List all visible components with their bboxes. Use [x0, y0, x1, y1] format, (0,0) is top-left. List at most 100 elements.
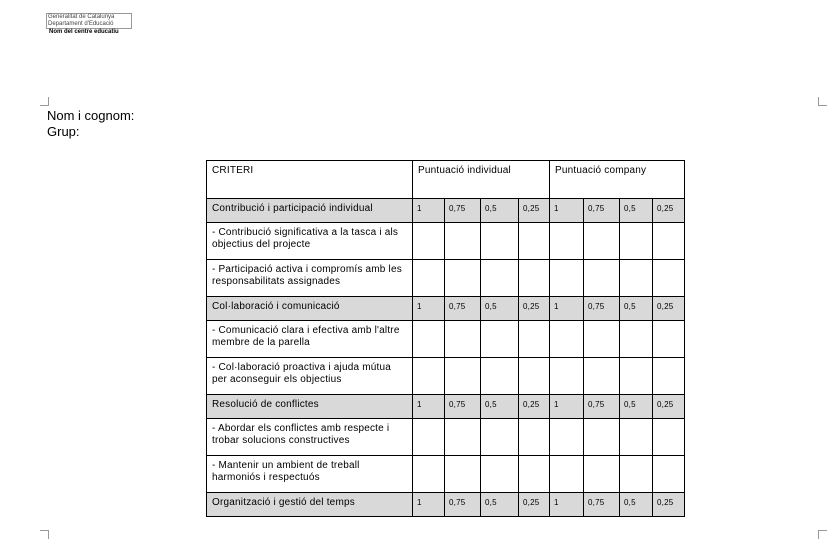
- name-label: Nom i cognom:: [47, 108, 135, 123]
- score-cell[interactable]: [583, 357, 621, 395]
- score-label: 1: [412, 198, 445, 223]
- score-cell[interactable]: [549, 222, 585, 260]
- score-label: 1: [549, 492, 585, 517]
- subcriterion-text: - Participació activa i compromís amb le…: [206, 259, 413, 297]
- score-cell[interactable]: [480, 320, 519, 358]
- score-label: 0,5: [619, 492, 654, 517]
- score-cell[interactable]: [652, 222, 686, 260]
- score-label: 0,25: [517, 492, 551, 517]
- score-cell[interactable]: [412, 320, 445, 358]
- score-label: 0,75: [583, 296, 621, 321]
- score-cell[interactable]: [517, 455, 551, 493]
- score-label: 0,75: [583, 492, 621, 517]
- score-cell[interactable]: [444, 418, 481, 456]
- score-cell[interactable]: [444, 222, 481, 260]
- criterion-row: Contribució i participació individual 1 0,…: [206, 198, 686, 223]
- logo-line: Departament d'Educació: [48, 21, 114, 27]
- subcriterion-row: - Contribució significativa a la tasca i…: [206, 222, 686, 260]
- logo-line: Generalitat de Catalunya: [48, 14, 115, 20]
- score-cell[interactable]: [583, 418, 621, 456]
- score-cell[interactable]: [652, 357, 686, 395]
- score-cell[interactable]: [517, 357, 551, 395]
- score-label: 0,75: [444, 492, 481, 517]
- score-cell[interactable]: [444, 357, 481, 395]
- score-cell[interactable]: [549, 418, 585, 456]
- score-cell[interactable]: [652, 259, 686, 297]
- criterion-row: Organització i gestió del temps 1 0,75 0,5 0…: [206, 492, 686, 517]
- score-label: 1: [549, 296, 585, 321]
- score-cell[interactable]: [480, 259, 519, 297]
- criterion-row: Resolució de conflictes 1 0,75 0,5 0,25 1 0,75…: [206, 394, 686, 419]
- score-cell[interactable]: [517, 222, 551, 260]
- score-cell[interactable]: [480, 418, 519, 456]
- score-cell[interactable]: [444, 455, 481, 493]
- criterion-title: Col·laboració i comunicació: [206, 296, 413, 321]
- score-label: 0,25: [517, 394, 551, 419]
- subcriterion-text: - Mantenir un ambient de treball harmoni…: [206, 455, 413, 493]
- criterion-title: Resolució de conflictes: [206, 394, 413, 419]
- score-cell[interactable]: [652, 455, 686, 493]
- score-cell[interactable]: [549, 455, 585, 493]
- score-label: 0,5: [619, 394, 654, 419]
- score-label: 1: [549, 198, 585, 223]
- score-label: 1: [412, 492, 445, 517]
- score-cell[interactable]: [412, 418, 445, 456]
- score-label: 1: [412, 394, 445, 419]
- subcriterion-text: - Abordar els conflictes amb respecte i …: [206, 418, 413, 456]
- score-cell[interactable]: [412, 357, 445, 395]
- score-cell[interactable]: [549, 320, 585, 358]
- score-cell[interactable]: [517, 320, 551, 358]
- rubric-table: CRITERI Puntuació individual Puntuació c…: [206, 160, 686, 517]
- group-label: Grup:: [47, 124, 80, 139]
- score-cell[interactable]: [619, 455, 654, 493]
- score-cell[interactable]: [583, 259, 621, 297]
- score-cell[interactable]: [549, 357, 585, 395]
- score-label: 1: [549, 394, 585, 419]
- score-label: 0,5: [619, 296, 654, 321]
- score-cell[interactable]: [652, 320, 686, 358]
- score-cell[interactable]: [619, 418, 654, 456]
- score-label: 0,5: [619, 198, 654, 223]
- subcriterion-row: - Mantenir un ambient de treball harmoni…: [206, 455, 686, 493]
- score-label: 1: [412, 296, 445, 321]
- score-cell[interactable]: [619, 222, 654, 260]
- score-label: 0,75: [444, 198, 481, 223]
- score-cell[interactable]: [619, 259, 654, 297]
- subcriterion-row: - Col·laboració proactiva i ajuda mútua …: [206, 357, 686, 395]
- score-cell[interactable]: [412, 455, 445, 493]
- score-label: 0,5: [480, 198, 519, 223]
- score-cell[interactable]: [412, 259, 445, 297]
- score-label: 0,5: [480, 394, 519, 419]
- score-label: 0,25: [652, 492, 686, 517]
- corner-mark: [40, 97, 49, 106]
- score-label: 0,75: [583, 394, 621, 419]
- score-label: 0,25: [517, 198, 551, 223]
- logo: Generalitat de Catalunya Departament d'Ed…: [46, 13, 132, 29]
- score-cell[interactable]: [583, 455, 621, 493]
- score-cell[interactable]: [619, 320, 654, 358]
- criterion-title: Organització i gestió del temps: [206, 492, 413, 517]
- score-cell[interactable]: [480, 357, 519, 395]
- criterion-title: Contribució i participació individual: [206, 198, 413, 223]
- score-label: 0,25: [517, 296, 551, 321]
- student-info: Nom i cognom: Grup:: [47, 108, 134, 140]
- corner-mark: [40, 530, 49, 539]
- score-cell[interactable]: [652, 418, 686, 456]
- score-cell[interactable]: [583, 222, 621, 260]
- score-cell[interactable]: [517, 259, 551, 297]
- header-criteri: CRITERI: [206, 160, 413, 199]
- score-cell[interactable]: [517, 418, 551, 456]
- corner-mark: [818, 97, 827, 106]
- corner-mark: [818, 530, 827, 539]
- score-label: 0,25: [652, 198, 686, 223]
- score-cell[interactable]: [412, 222, 445, 260]
- score-cell[interactable]: [549, 259, 585, 297]
- score-label: 0,75: [444, 394, 481, 419]
- score-cell[interactable]: [480, 222, 519, 260]
- score-cell[interactable]: [583, 320, 621, 358]
- score-cell[interactable]: [480, 455, 519, 493]
- score-label: 0,5: [480, 492, 519, 517]
- score-cell[interactable]: [444, 259, 481, 297]
- score-cell[interactable]: [444, 320, 481, 358]
- score-cell[interactable]: [619, 357, 654, 395]
